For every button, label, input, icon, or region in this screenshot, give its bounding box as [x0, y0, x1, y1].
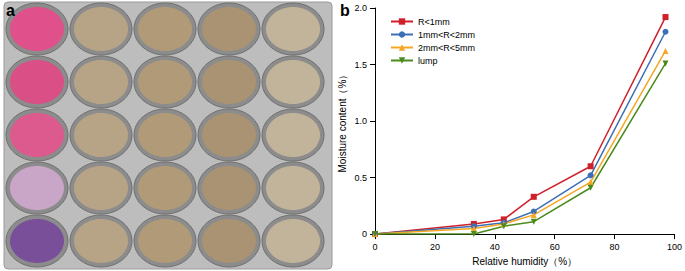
svg-text:20: 20: [430, 242, 440, 252]
svg-text:100: 100: [667, 242, 682, 252]
svg-text:0: 0: [372, 242, 377, 252]
svg-text:1.0: 1.0: [354, 116, 367, 126]
svg-text:60: 60: [550, 242, 560, 252]
svg-text:2.0: 2.0: [354, 3, 367, 13]
svg-text:2mm<R<5mm: 2mm<R<5mm: [418, 43, 475, 53]
svg-text:Moisture content（%）: Moisture content（%）: [337, 70, 348, 173]
svg-text:R<1mm: R<1mm: [418, 17, 450, 27]
svg-text:a: a: [6, 2, 15, 19]
svg-text:0.5: 0.5: [354, 173, 367, 183]
svg-text:0: 0: [362, 229, 367, 239]
svg-text:80: 80: [610, 242, 620, 252]
svg-text:1mm<R<2mm: 1mm<R<2mm: [418, 30, 475, 40]
svg-text:b: b: [340, 2, 350, 19]
svg-text:40: 40: [490, 242, 500, 252]
svg-text:Relative humidity（%）: Relative humidity（%）: [472, 256, 577, 267]
svg-text:lump: lump: [418, 56, 438, 66]
svg-text:1.5: 1.5: [354, 60, 367, 70]
